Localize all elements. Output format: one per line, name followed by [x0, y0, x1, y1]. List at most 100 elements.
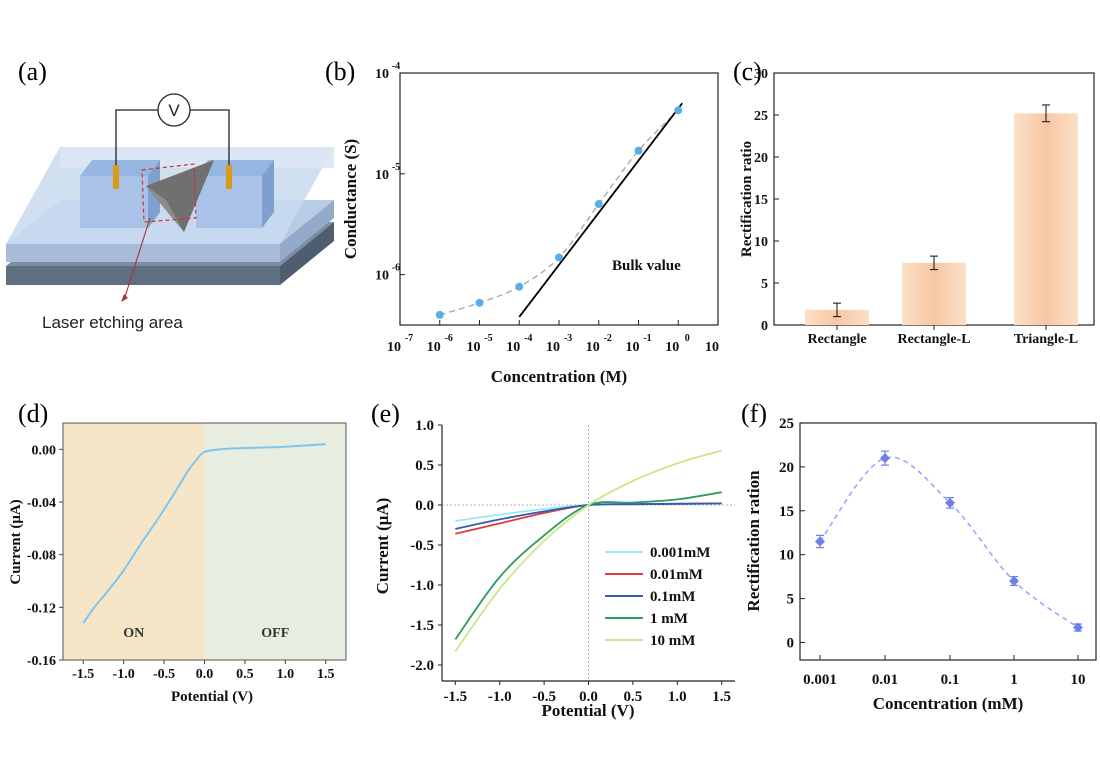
- chart-b-point: [555, 253, 563, 262]
- chart-d-xtick-label: -1.5: [72, 667, 94, 682]
- chart-c-ytick-label: 10: [754, 235, 768, 250]
- chart-f-ylabel: Rectification ration: [744, 470, 763, 612]
- chart-b-xtick-label: 10: [626, 340, 640, 355]
- chart-d-region-off: [204, 423, 346, 660]
- chart-b-conductance: Concentration (M) Conductance (S) Bulk v…: [341, 61, 719, 386]
- chart-b-xtick-label: 10: [387, 340, 401, 355]
- chart-b-xtick-label: 10: [506, 340, 520, 355]
- chart-e-legend-label: 1 mM: [650, 611, 688, 627]
- chip-side: [280, 200, 334, 262]
- chart-e-ytick-label: 0.5: [415, 458, 434, 474]
- chart-f-xtick-label: 0.1: [941, 672, 960, 688]
- chart-b-xtick-label: 10: [586, 340, 600, 355]
- right-reservoir-front: [196, 176, 262, 228]
- chart-e-legend-label: 0.1mM: [650, 589, 695, 605]
- triangle-channel: [146, 160, 214, 232]
- right-electrode: [226, 165, 232, 189]
- chart-e-xlabel: Potential (V): [541, 701, 634, 720]
- chart-b-ytick-label: 10: [375, 67, 389, 82]
- chart-d-region-label: ON: [123, 626, 144, 641]
- chart-e-ylabel: Current (μA): [373, 498, 392, 595]
- chart-b-ytick-exp: -4: [392, 61, 400, 72]
- chart-c-category-label: Triangle-L: [1014, 332, 1078, 347]
- chart-d-xtick-label: 0.0: [196, 667, 214, 682]
- left-electrode: [113, 165, 119, 189]
- chart-e-legend-label: 10 mM: [650, 633, 695, 649]
- chart-d-iv-curve: Potential (V) Current (μA) ON OFF -1.5 -1.0…: [8, 422, 347, 705]
- chart-f-point: [945, 497, 955, 508]
- chip-front: [6, 244, 280, 262]
- chart-c-ytick-label: 5: [761, 277, 768, 292]
- chart-f-rectification: Concentration (mM) Rectification ration …: [744, 416, 1097, 713]
- chart-b-xtick-exp: -3: [564, 333, 572, 344]
- voltmeter-icon: [157, 93, 191, 127]
- chart-f-point: [1009, 576, 1019, 586]
- chart-f-ytick-label: 15: [779, 504, 794, 520]
- chart-d-ytick-label: 0.00: [32, 443, 57, 458]
- chart-f-ytick-label: 5: [787, 592, 795, 608]
- device-illustration: V Laser etching area: [6, 93, 334, 332]
- chart-b-fit-line: [439, 109, 679, 316]
- chart-c-ytick-label: 25: [754, 109, 768, 124]
- chart-b-point: [435, 310, 444, 319]
- chart-c-ytick-label: 0: [761, 319, 768, 334]
- chart-b-bulk-line: [518, 102, 683, 318]
- chart-b-xtick-label: 10: [427, 340, 441, 355]
- caption-arrow: [123, 217, 151, 301]
- panel-label-c: (c): [733, 57, 762, 86]
- chart-c-ytick-label: 15: [754, 193, 768, 208]
- chart-e-xtick-label: 1.0: [668, 689, 687, 705]
- chart-b-point: [515, 282, 524, 291]
- left-wire: [115, 109, 158, 165]
- chart-b-point: [475, 298, 484, 307]
- etching-area-outline: [141, 163, 197, 223]
- chart-f-point: [880, 453, 890, 464]
- chart-e-xtick-label: 0.0: [579, 689, 598, 705]
- panel-label-e: (e): [371, 399, 400, 428]
- chart-e-xtick-label: -1.5: [443, 689, 467, 705]
- chart-c-bar: [902, 262, 966, 325]
- chart-f-frame: [799, 422, 1097, 661]
- substrate-front: [6, 266, 280, 285]
- chart-d-xtick-label: 1.0: [277, 667, 295, 682]
- triangle-channel-shade: [146, 186, 184, 232]
- chart-b-frame: [399, 72, 719, 326]
- chart-e-ytick-label: -2.0: [410, 658, 434, 674]
- chart-e-legend-label: 0.01mM: [650, 567, 703, 583]
- chart-e-legend-label: 0.001mM: [650, 545, 710, 561]
- chart-e-xtick-label: 0.5: [624, 689, 643, 705]
- chart-f-ytick-label: 20: [779, 460, 794, 476]
- panel-label-f: (f): [741, 399, 767, 428]
- chart-f-xtick-label: 1: [1010, 672, 1018, 688]
- chart-d-ytick-label: -0.08: [27, 549, 56, 564]
- chart-e-series-line: [454, 449, 722, 652]
- chart-f-point: [815, 536, 825, 547]
- chart-b-xtick-exp: -7: [405, 333, 413, 344]
- chart-b-ytick-label: 10: [375, 269, 389, 284]
- chart-b-annotation-bulk: Bulk value: [612, 258, 681, 274]
- chart-f-xtick-label: 10: [1071, 672, 1086, 688]
- chart-e-ytick-label: -1.0: [410, 578, 434, 594]
- chart-b-point: [634, 146, 643, 155]
- chart-e-ytick-label: -1.5: [410, 618, 434, 634]
- chart-f-fit-line: [819, 456, 1079, 629]
- chart-d-region-on: [63, 423, 205, 660]
- chart-b-xtick-label: 10: [546, 340, 560, 355]
- chart-d-ytick-label: -0.16: [27, 654, 56, 669]
- chart-d-xtick-label: 1.5: [317, 667, 335, 682]
- chart-d-ytick-label: -0.12: [27, 601, 56, 616]
- chart-b-xtick-exp: 0: [685, 333, 690, 344]
- panel-label-b: (b): [325, 57, 355, 86]
- chart-e-ytick-label: 1.0: [415, 418, 434, 434]
- chart-b-xtick-label: 10: [467, 340, 481, 355]
- chart-f-xtick-label: 0.01: [872, 672, 898, 688]
- chart-d-xtick-label: 0.5: [236, 667, 254, 682]
- chart-e-ytick-label: 0.0: [415, 498, 434, 514]
- chart-d-region-label: OFF: [261, 626, 289, 641]
- chart-b-ytick-exp: -5: [392, 162, 400, 173]
- chart-e-xtick-label: -1.0: [488, 689, 512, 705]
- right-reservoir-side: [262, 160, 274, 228]
- chart-d-xtick-label: -0.5: [153, 667, 175, 682]
- chart-b-xtick-exp: -1: [643, 333, 651, 344]
